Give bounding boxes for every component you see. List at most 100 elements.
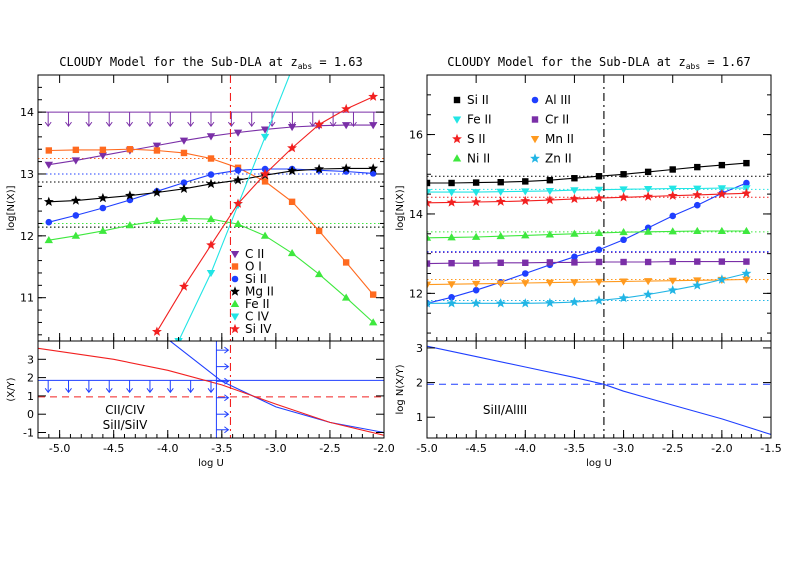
data-point-mg-ii <box>233 175 243 185</box>
data-point-mn-ii <box>427 281 432 289</box>
plot-title: CLOUDY Model for the Sub-DLA at zabs = 1… <box>59 55 362 71</box>
legend-marker-c-iv <box>230 313 240 321</box>
y-axis-label: log[N(X)] <box>395 185 406 230</box>
data-point-cr-ii <box>595 258 603 266</box>
legend-label-al-iii: Al III <box>545 93 571 107</box>
data-point-cr-ii <box>718 258 726 265</box>
data-point-si-ii <box>595 173 603 180</box>
data-point-s-ii <box>594 192 604 203</box>
data-point-si-ii <box>369 170 377 177</box>
data-point-fe-ii <box>643 186 653 194</box>
data-point-fe-ii <box>668 185 677 193</box>
data-point-zn-ii <box>594 295 604 305</box>
legend-marker-fe-ii <box>452 116 462 124</box>
data-point-s-ii <box>692 189 703 200</box>
data-point-cr-ii <box>497 259 504 266</box>
limit-arrow-head <box>44 388 52 394</box>
limit-arrow-head <box>126 388 133 394</box>
data-point-cr-ii <box>571 259 578 266</box>
legend-label-s-ii: S II <box>467 132 486 146</box>
data-point-ni-ii <box>496 231 505 240</box>
data-point-o-i <box>99 146 107 154</box>
legend-marker-o-i <box>231 263 239 270</box>
data-point-fe-ii <box>545 187 555 196</box>
y-tick-label: 11 <box>20 292 34 305</box>
upper-limit-arrow <box>65 112 72 127</box>
legend-marker-s-ii <box>452 133 462 144</box>
limit-arrow-head <box>207 388 215 394</box>
ratio-limit-arrow <box>44 380 52 394</box>
data-point-si-iv <box>260 168 270 179</box>
data-point-mn-ii <box>742 276 751 284</box>
data-point-si-ii <box>45 218 53 226</box>
data-point-zn-ii <box>446 298 457 308</box>
data-point-mg-ii <box>314 163 325 174</box>
data-point-si-ii <box>234 166 242 174</box>
data-point-o-i <box>153 147 161 154</box>
lower-plot-area <box>427 345 771 436</box>
data-point-c-ii <box>233 129 243 137</box>
data-point-s-ii <box>520 195 531 206</box>
data-point-s-ii <box>643 191 654 201</box>
legend-marker-si-ii <box>231 275 239 283</box>
lower-y-tick-label: 2 <box>416 377 423 390</box>
legend-label-zn-ii: Zn II <box>545 152 572 166</box>
ratio-limit-arrow <box>166 380 174 394</box>
data-point-c-ii <box>98 152 108 160</box>
data-point-al-iii <box>669 212 677 220</box>
data-point-mn-ii <box>619 278 628 286</box>
legend-marker-mg-ii <box>230 286 240 296</box>
ratio-right-arrow-head <box>224 363 230 371</box>
legend-marker-zn-ii <box>530 153 540 163</box>
limit-arrow-head <box>187 388 195 394</box>
data-point-si-ii <box>207 171 215 178</box>
data-point-si-ii <box>72 212 80 219</box>
limit-arrow-head <box>207 121 215 127</box>
upper-limit-arrow <box>227 112 235 127</box>
data-point-cr-ii <box>427 260 431 267</box>
legend-label-cr-ii: Cr II <box>545 113 569 127</box>
data-point-si-iv <box>314 119 325 129</box>
data-point-fe-ii <box>496 188 505 196</box>
x-tick-label: -3.0 <box>613 442 634 455</box>
data-point-c-ii <box>152 142 162 150</box>
lower-plot-frame <box>37 340 385 439</box>
y-tick-label: 12 <box>20 230 34 243</box>
data-point-s-ii <box>544 194 555 205</box>
data-point-al-iii <box>693 201 701 209</box>
data-point-cr-ii <box>522 259 529 266</box>
limit-arrow-head <box>105 121 113 127</box>
upper-plot-area <box>427 159 771 308</box>
data-point-mg-ii <box>206 178 216 189</box>
legend-label-fe-ii: Fe II <box>245 297 270 311</box>
data-point-mn-ii <box>643 278 653 286</box>
data-point-si-ii <box>620 171 627 178</box>
data-point-ni-ii <box>742 226 751 234</box>
data-point-s-ii <box>446 197 457 207</box>
data-point-mg-ii <box>125 190 135 200</box>
data-point-mg-ii <box>368 163 379 173</box>
data-point-si-ii <box>644 168 652 176</box>
data-point-o-i <box>126 146 134 153</box>
series-line-cr-ii <box>427 261 747 265</box>
data-point-ni-ii <box>668 227 677 235</box>
data-point-s-ii <box>495 196 506 206</box>
data-point-ni-ii <box>471 232 481 240</box>
data-point-ni-ii <box>545 230 555 238</box>
x-tick-label: -3.5 <box>211 442 232 455</box>
data-point-zn-ii <box>667 285 678 295</box>
data-point-fe-ii <box>152 216 162 224</box>
lower-y-tick-label: 1 <box>416 411 423 424</box>
data-point-zn-ii <box>520 298 531 308</box>
x-tick-label: -3.5 <box>564 442 585 455</box>
data-point-si-ii <box>180 179 188 186</box>
data-point-fe-ii <box>98 226 108 234</box>
x-tick-label: -2.5 <box>662 442 683 455</box>
ratio-label: SiII/AlIII <box>483 403 527 417</box>
ratio-limit-arrow <box>85 380 93 394</box>
data-point-o-i <box>261 178 269 185</box>
data-point-cr-ii <box>620 258 627 266</box>
upper-limit-arrow <box>105 112 113 127</box>
